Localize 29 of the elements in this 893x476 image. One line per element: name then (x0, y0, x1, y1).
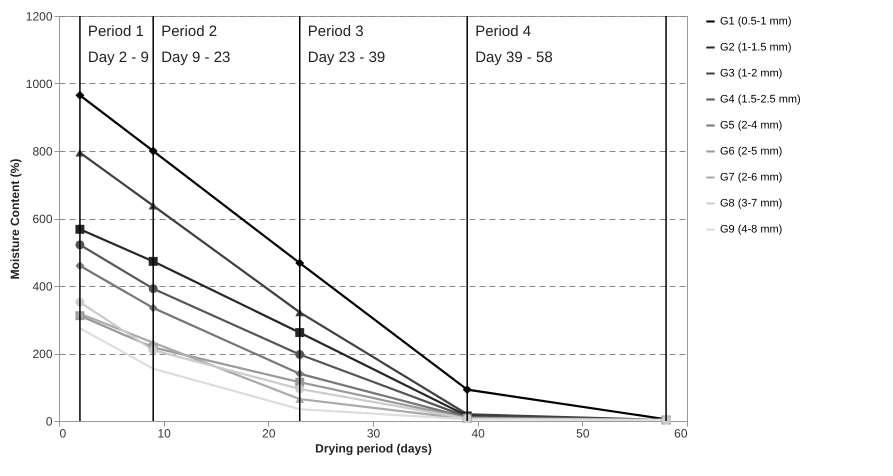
y-tick-label: 400 (32, 280, 53, 294)
x-tick-label: 20 (262, 426, 276, 440)
y-tick-label: 1200 (26, 10, 53, 24)
legend-label: G7 (2-6 mm) (720, 172, 782, 184)
y-tick-label: 600 (32, 212, 53, 226)
x-tick-label: 30 (366, 426, 380, 440)
annotation: Period 3 Day 23 - 39 (308, 23, 386, 66)
y-tick-label: 0 (46, 414, 53, 428)
x-tick-label: 0 (60, 426, 66, 440)
annotation: Period 4 Day 39 - 58 (475, 23, 553, 66)
y-tick-label: 800 (32, 144, 53, 158)
x-axis-title: Drying period (days) (315, 442, 432, 456)
y-tick-label: 1000 (26, 77, 53, 91)
annotation: Period 1 Day 2 - 9 (88, 23, 149, 66)
y-axis-title: Moisture Content (%) (8, 158, 22, 280)
legend-label: G1 (0.5-1 mm) (720, 16, 792, 28)
x-tick-label: 60 (674, 426, 688, 440)
legend-label: G5 (2-4 mm) (720, 120, 782, 132)
legend-label: G6 (2-5 mm) (720, 146, 782, 158)
x-tick-label: 10 (157, 426, 172, 440)
legend-label: G4 (1.5-2.5 mm) (720, 94, 801, 106)
x-tick-label: 50 (576, 426, 590, 440)
legend-label: G9 (4-8 mm) (720, 224, 782, 236)
y-tick-label: 200 (32, 347, 53, 361)
legend-label: G8 (3-7 mm) (720, 198, 782, 210)
legend-label: G3 (1-2 mm) (720, 68, 782, 80)
legend-label: G2 (1-1.5 mm) (720, 42, 792, 54)
annotation: Period 2 Day 9 - 23 (161, 23, 230, 66)
x-tick-label: 40 (471, 426, 486, 440)
